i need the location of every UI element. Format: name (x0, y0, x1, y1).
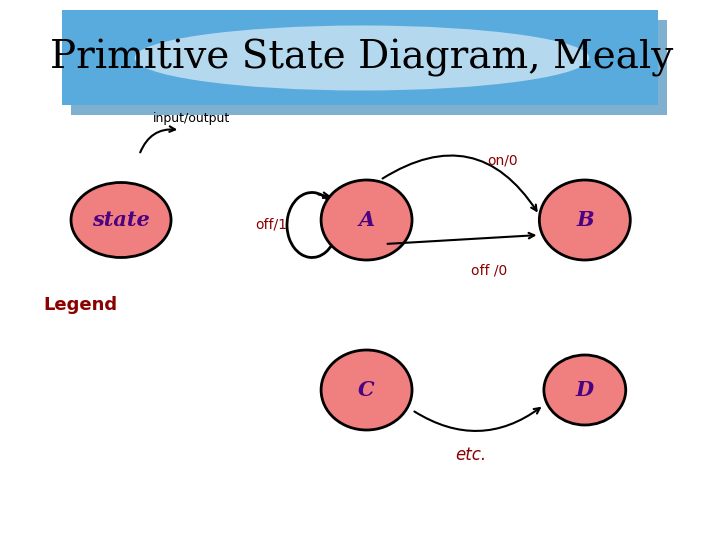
Text: off/1: off/1 (255, 218, 287, 232)
Ellipse shape (135, 25, 590, 91)
Text: C: C (359, 380, 375, 400)
Ellipse shape (71, 183, 171, 258)
Text: B: B (576, 210, 593, 230)
Text: input/output: input/output (153, 112, 230, 125)
Ellipse shape (321, 350, 412, 430)
Ellipse shape (321, 180, 412, 260)
Text: on/0: on/0 (487, 153, 518, 167)
Text: Legend: Legend (44, 296, 118, 314)
Text: off /0: off /0 (471, 263, 508, 277)
Text: state: state (92, 210, 150, 230)
FancyBboxPatch shape (62, 10, 657, 105)
Ellipse shape (539, 180, 630, 260)
Text: Primitive State Diagram, Mealy: Primitive State Diagram, Mealy (50, 39, 674, 77)
Text: etc.: etc. (456, 446, 487, 464)
Text: A: A (359, 210, 374, 230)
Text: D: D (576, 380, 594, 400)
FancyBboxPatch shape (71, 20, 667, 115)
Ellipse shape (544, 355, 626, 425)
